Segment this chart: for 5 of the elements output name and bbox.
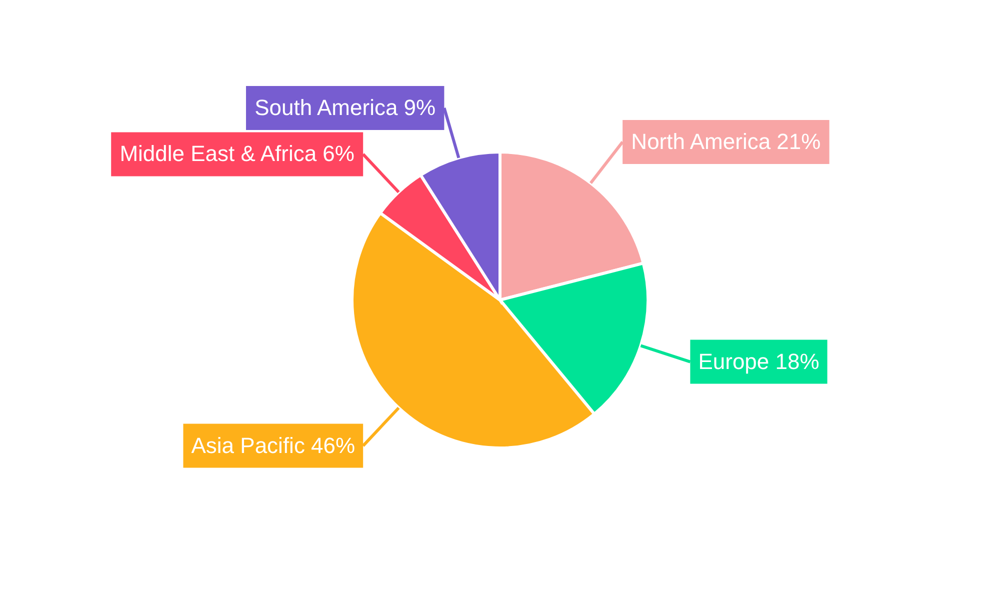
- slice-label: North America 21%: [631, 128, 821, 154]
- slice-label: South America 9%: [254, 94, 436, 120]
- slice-label: Europe 18%: [698, 348, 820, 374]
- slice-label: Middle East & Africa 6%: [120, 141, 354, 166]
- slice-label: Asia Pacific 46%: [191, 432, 356, 458]
